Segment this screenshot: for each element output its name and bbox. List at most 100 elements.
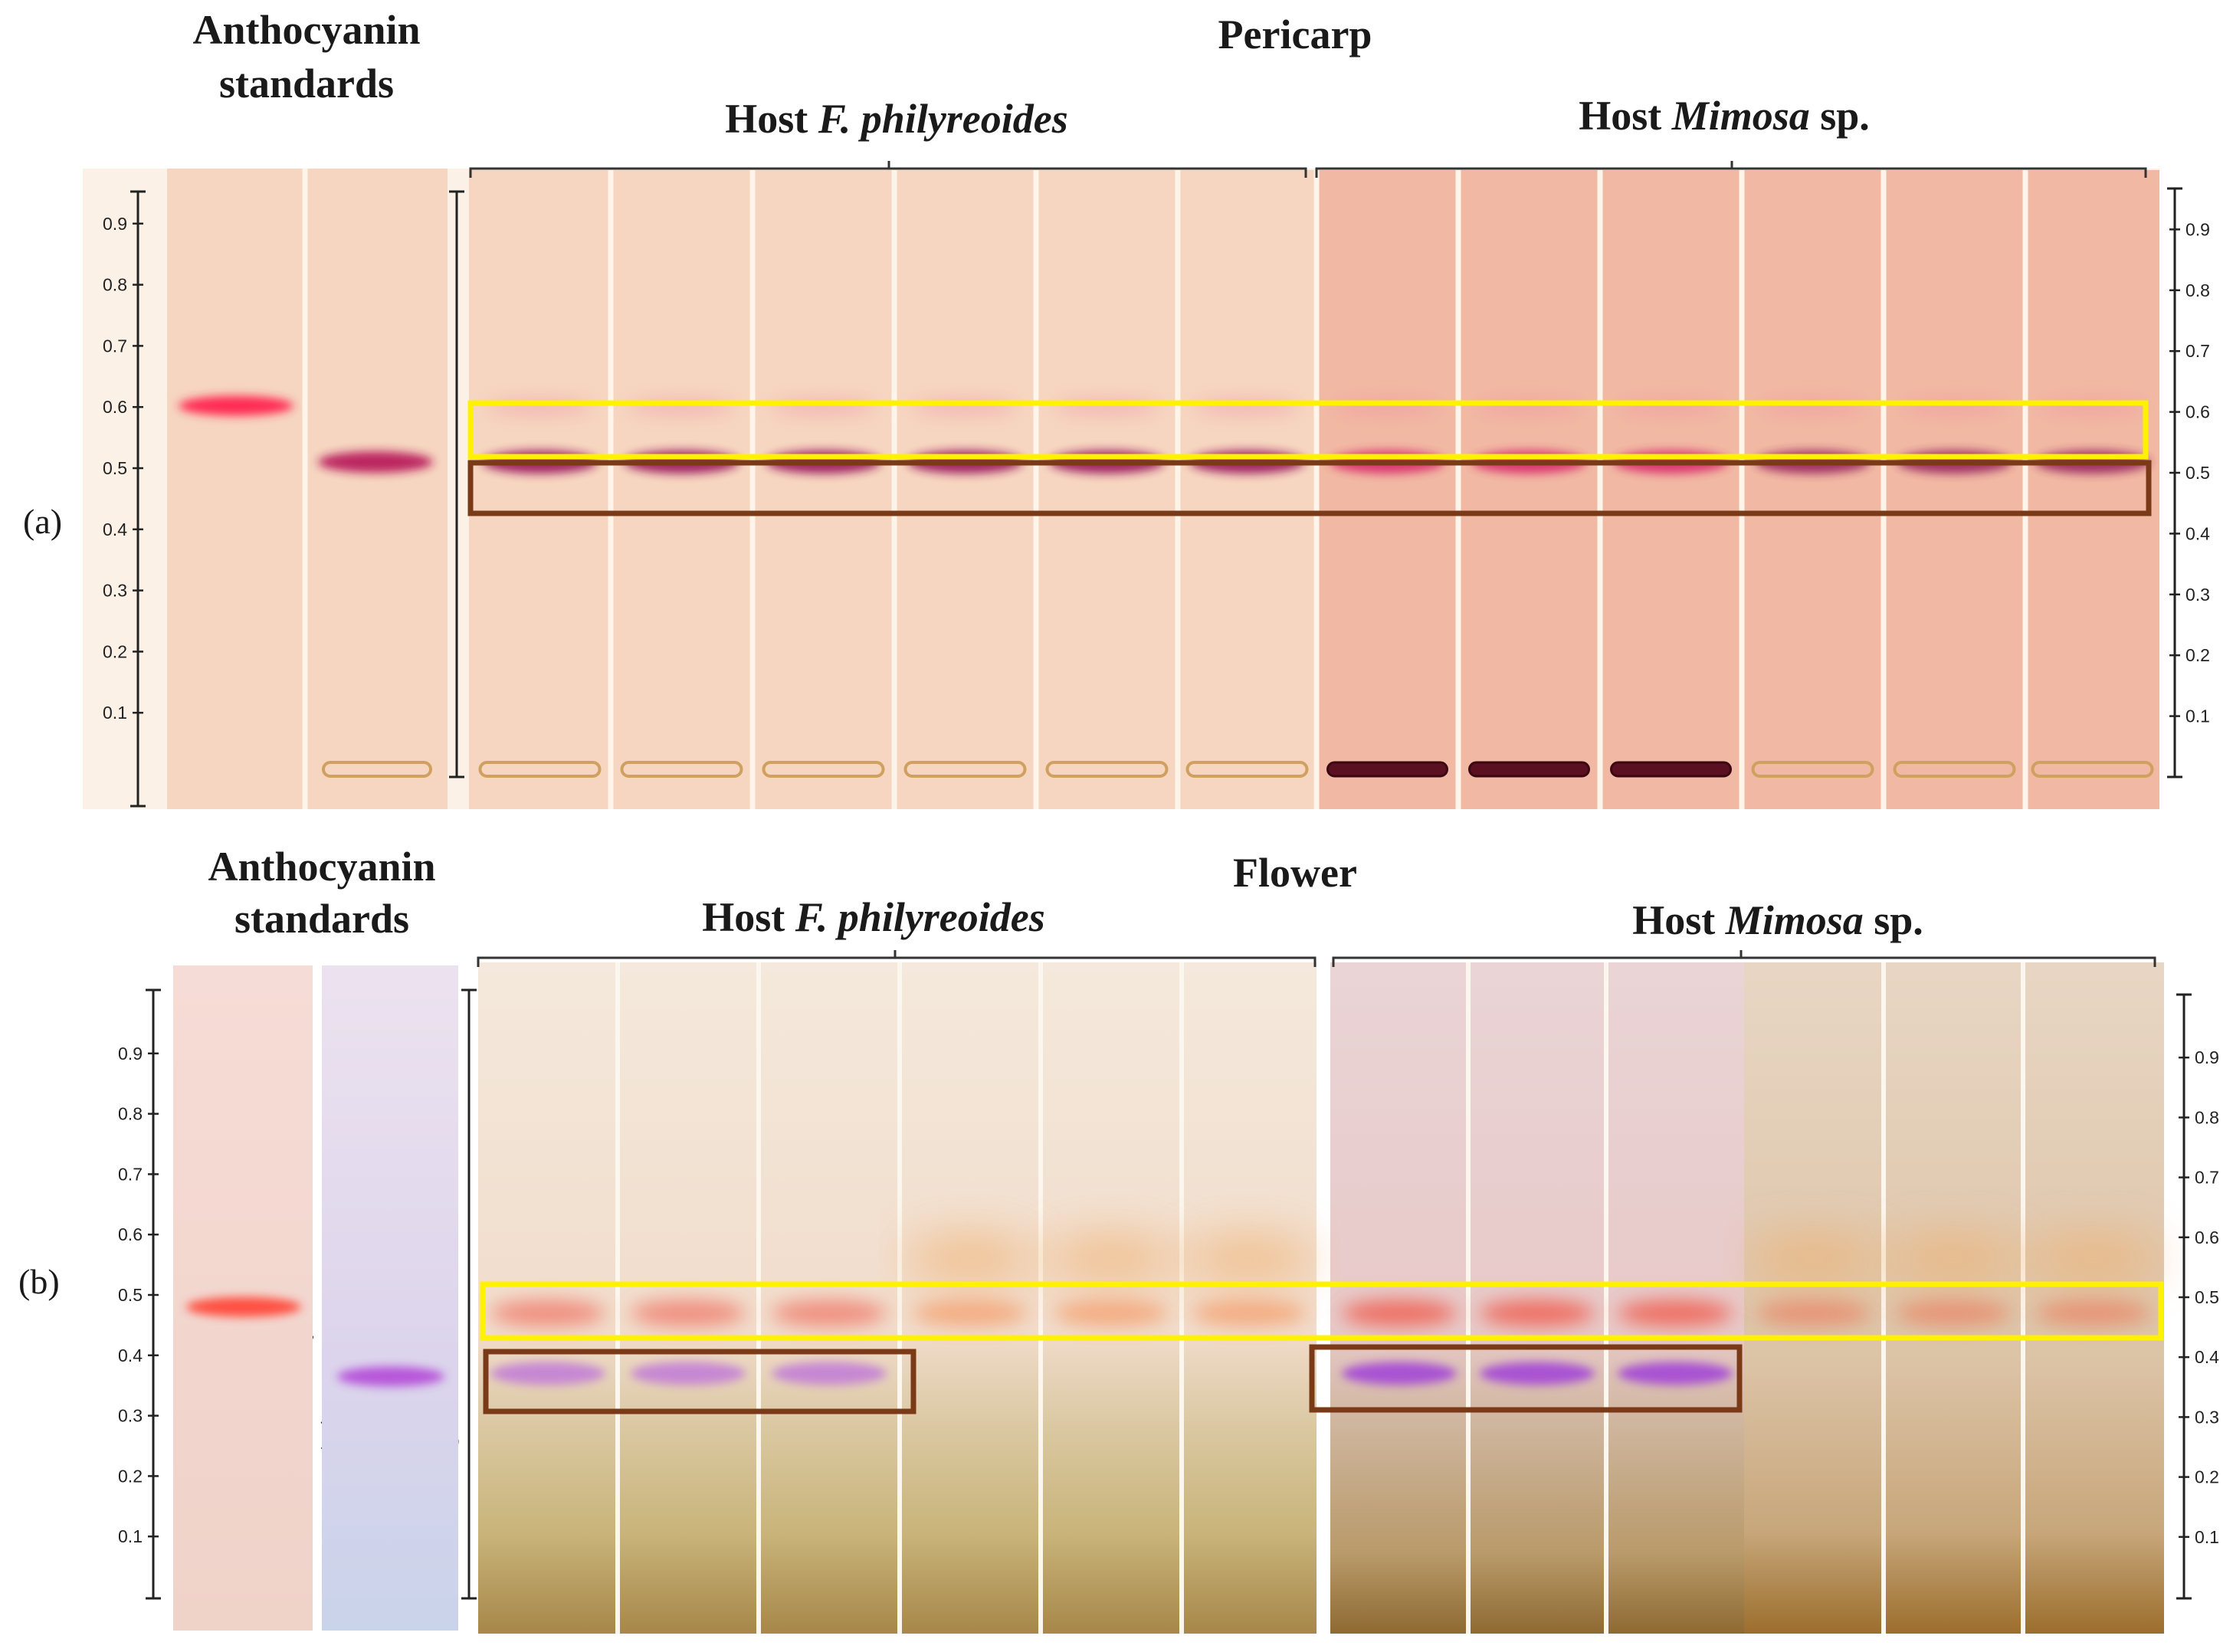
panel-a-faint-band [1617, 400, 1725, 415]
panel-b-host1-plate [478, 962, 1317, 1634]
panel-a-left-scale-tick-label: 0.7 [103, 336, 127, 356]
panel-a-standards-title-line1: Anthocyanin [192, 7, 421, 53]
panel-a-right-scale-tick-label: 0.1 [2185, 706, 2210, 726]
panel-a-host1-bracket [469, 167, 1307, 178]
panel-b-right-scale-tick-label: 0.3 [2195, 1407, 2219, 1427]
panel-a-pe3g-label: Pe-3g [176, 349, 275, 395]
panel-a-host-2: Host Mimosa sp. [1579, 93, 1870, 139]
panel-b-sample-band-lower [490, 1362, 605, 1385]
panel-a-origin-mark [1893, 761, 2016, 778]
panel-a-sample-band [482, 451, 598, 474]
panel-b-pg3g-plate [173, 965, 313, 1631]
panel-b-sample-band-upper [1192, 1300, 1307, 1326]
panel-a-origin-mark [1045, 761, 1169, 778]
panel-b-orange-haze [2028, 1235, 2159, 1282]
panel-b-left-scale-tick-label: 0.2 [118, 1466, 143, 1486]
panel-b-plate: 0.9 0.8 0.7 0.6 0.5 0.4 0.3 0.2 0.1 0.9 0.8 0.7 0.6 0… [118, 950, 2219, 1634]
panel-a-host2-fresh: Fresh [1835, 228, 1931, 275]
panel-b-sample-band-upper [913, 1300, 1028, 1326]
panel-a-origin-mark [1610, 761, 1732, 778]
panel-a-left-scale-tick-label: 0.2 [103, 641, 127, 661]
panel-a-host2-freeze-dried: Freeze-dried [1402, 228, 1619, 275]
panel-a-host1-fresh: Fresh [992, 220, 1088, 267]
panel-b-left-scale-tick-label: 0.1 [118, 1526, 143, 1546]
panel-b-left-scale-tick-label: 0.9 [118, 1044, 143, 1064]
panel-b-right-scale-tick-label: 0.6 [2195, 1228, 2219, 1247]
panel-b-sample-band-lower [631, 1362, 746, 1385]
panel-a-left-scale-tick-label: 0.3 [103, 581, 127, 601]
panel-a-faint-band [486, 400, 594, 415]
panel-b-right-scale-tick-label: 0.4 [2195, 1347, 2219, 1367]
panel-b-sample-band-lower [772, 1362, 887, 1385]
panel-b-left-scale-tick-label: 0.8 [118, 1104, 143, 1124]
panel-a-faint-band [1193, 400, 1301, 415]
panel-a-right-scale-tick-label: 0.2 [2185, 645, 2210, 665]
panel-b-left-scale-tick-label: 0.3 [118, 1406, 143, 1426]
panel-a-origin-mark [1185, 761, 1309, 778]
panel-a-left-scale-tick-label: 0.5 [103, 458, 127, 478]
panel-b-orange-haze [1184, 1235, 1314, 1282]
panel-b-orange-haze [1888, 1235, 2018, 1282]
panel-b-pg3g-label: Pg-3g [192, 1224, 293, 1270]
panel-b-sample-band-upper [1480, 1300, 1595, 1326]
panel-a-faint-band [769, 400, 877, 415]
panel-a-pe3g-band [179, 395, 293, 416]
panel-b-cy3g-band [337, 1366, 444, 1387]
panel-a-faint-band [1053, 400, 1161, 415]
panel-a-sample-band [2035, 451, 2150, 474]
panel-a-origin-mark [620, 761, 743, 778]
panel-b-host1-fresh: Fresh [1018, 1008, 1113, 1055]
panel-a-mv3g-label: Mv-3g [323, 375, 438, 421]
panel-b-left-scale-tick-label: 0.6 [118, 1224, 143, 1244]
panel-a-sample-band [1897, 451, 2012, 474]
panel-a-host-1: Host F. philyreoides [725, 96, 1068, 142]
panel-b-standards-title-line1: Anthocyanin [208, 844, 436, 890]
panel-a-right-scale-tick-label: 0.4 [2185, 523, 2210, 543]
panel-b-sample-band-upper [490, 1300, 605, 1326]
panel-b-right-scale-tick-label: 0.5 [2195, 1287, 2219, 1307]
panel-a-faint-band [1475, 400, 1583, 415]
panel-b-host-2: Host Mimosa sp. [1632, 897, 1923, 943]
panel-b-letter: (b) [18, 1262, 60, 1301]
panel-a-mv3g-rf: Rf=0.49 [307, 536, 447, 582]
panel-b-host-1: Host F. philyreoides [702, 894, 1045, 940]
panel-b-orange-haze [905, 1235, 1035, 1282]
panel-a-right-scale-tick-label: 0.9 [2185, 219, 2210, 239]
panel-a-standards-title-line2: standards [218, 61, 395, 107]
panel-a-yellow-box [467, 400, 2149, 460]
panel-a-faint-band [1900, 400, 2008, 415]
panel-b-cy3g-label: Cy-3g [337, 1309, 443, 1355]
panel-b-left-scale-tick-label: 0.4 [118, 1346, 143, 1365]
panel-a-sample-band [907, 451, 1023, 474]
panel-a-faint-band [911, 400, 1019, 415]
panel-a-origin-mark [478, 761, 602, 778]
panel-b-right-scale-tick-label: 0.8 [2195, 1107, 2219, 1127]
panel-b-sample-band-upper [772, 1300, 887, 1326]
panel-b-sample-band-upper [1618, 1300, 1733, 1326]
panel-a-right-scale-tick-label: 0.6 [2185, 402, 2210, 422]
panel-a-origin-mark [2031, 761, 2154, 778]
panel-b-host2-freeze-dried: Freeze-dried [1444, 1017, 1661, 1064]
panel-b-orange-haze [1749, 1235, 1879, 1282]
panel-b-title: Flower [1233, 850, 1357, 896]
panel-a-faint-band [1759, 400, 1867, 415]
panel-b-right-scale-tick-label: 0.7 [2195, 1168, 2219, 1188]
panel-a-sample-band [766, 451, 881, 474]
panel-a-faint-band [628, 400, 736, 415]
panel-b-sample-band-upper [1342, 1300, 1457, 1326]
panel-a-title: Pericarp [1218, 11, 1372, 57]
panel-b-left-scale-tick-label: 0.5 [118, 1285, 143, 1305]
panel-b-sample-band-lower [1618, 1362, 1733, 1385]
panel-a-origin-mark [1468, 761, 1590, 778]
panel-a-faint-band [1333, 400, 1441, 415]
panel-a-sample-band [1471, 451, 1587, 474]
panel-b-right-scale-tick-label: 0.9 [2195, 1047, 2219, 1067]
panel-b-sample-band-lower [1342, 1362, 1457, 1385]
panel-b-host1-freeze-dried: Freeze-dried [579, 1003, 795, 1051]
panel-a-left-scale-tick-label: 0.4 [103, 520, 127, 539]
panel-a-letter: (a) [23, 502, 63, 541]
panel-a-sample-band [1330, 451, 1445, 474]
panel-a-sample-band [624, 451, 739, 474]
panel-a-left-scale-tick-label: 0.9 [103, 214, 127, 234]
panel-a-brown-box [467, 460, 2152, 516]
